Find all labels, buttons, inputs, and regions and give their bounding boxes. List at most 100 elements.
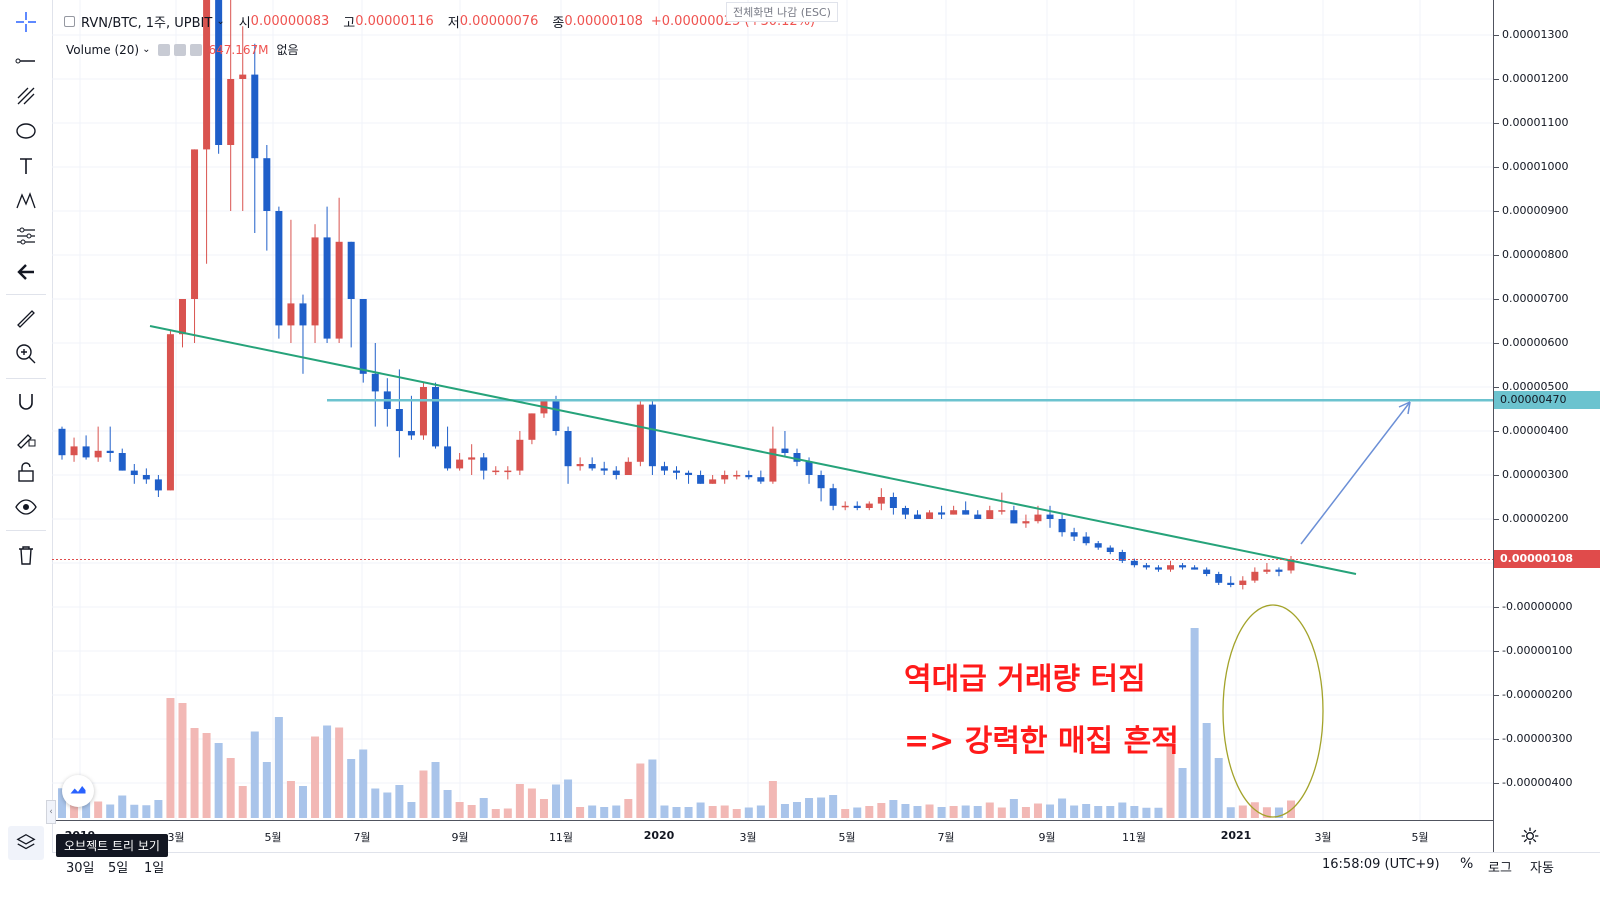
candle-body <box>1046 514 1054 519</box>
chevron-down-icon[interactable]: ⌄ <box>216 16 225 27</box>
candle-body <box>1034 514 1042 522</box>
magnet-icon[interactable] <box>10 388 42 416</box>
arrow-head <box>1398 401 1411 415</box>
candle-body <box>1010 510 1018 524</box>
volume-bar <box>925 804 934 818</box>
shape-icon[interactable] <box>10 117 42 145</box>
pattern-icon[interactable] <box>10 187 42 215</box>
ruler-icon[interactable] <box>10 305 42 333</box>
candle-body <box>1022 521 1030 524</box>
lock-icon[interactable] <box>10 458 42 486</box>
candle-body <box>986 510 994 519</box>
bottom-bar: 30일 5일 1일 16:58:09 (UTC+9) % 로그 자동 <box>52 852 1600 901</box>
volume-bar <box>1274 807 1283 818</box>
candle-body <box>926 512 934 519</box>
candle-body <box>516 439 524 471</box>
candle-body <box>166 334 174 491</box>
volume-bar <box>166 698 175 818</box>
volume-bar <box>250 731 259 818</box>
price-tick-label: 0.00001300 <box>1502 28 1569 41</box>
eye-icon[interactable] <box>10 493 42 521</box>
text-icon[interactable] <box>10 152 42 180</box>
time-tick-label: 2021 <box>1220 829 1252 842</box>
price-scale[interactable]: 0.00001300 0.00001200 0.00001100 0.00001000… <box>1493 0 1600 852</box>
zoom-in-icon[interactable] <box>10 340 42 368</box>
candle-body <box>865 503 873 508</box>
volume-bar <box>1082 804 1091 818</box>
lock-drawing-icon[interactable] <box>10 423 42 451</box>
fib-channel-icon[interactable] <box>10 82 42 110</box>
volume-bar <box>323 725 332 818</box>
candle-body <box>962 510 970 515</box>
volume-bar <box>262 762 271 818</box>
percent-toggle[interactable]: % <box>1460 856 1474 872</box>
candle-body <box>1239 580 1247 585</box>
time-tick-label: 5월 <box>264 831 282 844</box>
volume-bar <box>190 728 199 818</box>
symbol-label[interactable]: RVN/BTC, 1주, UPBIT <box>81 16 213 31</box>
volume-bar <box>744 807 753 818</box>
price-tick-mark <box>1494 739 1499 740</box>
volume-bar <box>226 758 235 818</box>
volume-bar <box>214 743 223 818</box>
collapse-toolbar-button[interactable]: ‹ <box>46 800 56 824</box>
back-arrow-icon[interactable] <box>10 258 42 286</box>
candle-body <box>58 428 66 456</box>
volume-ellipse <box>1222 604 1324 818</box>
range-30d[interactable]: 30일 <box>66 861 95 876</box>
volume-bar <box>1094 806 1103 818</box>
candle-body <box>528 413 536 440</box>
close-icon[interactable] <box>190 43 203 56</box>
volume-bar <box>311 736 320 818</box>
volume-bar <box>527 788 536 818</box>
eye-icon[interactable] <box>158 43 171 56</box>
crosshair-icon[interactable] <box>10 8 42 36</box>
volume-bar <box>1130 806 1139 818</box>
candle-body <box>636 404 644 462</box>
hline-price-label: 0.00000470 <box>1494 391 1600 410</box>
logo-icon[interactable] <box>62 775 94 807</box>
volume-bar <box>696 802 705 818</box>
volume-bar <box>1262 807 1271 818</box>
candle-body <box>1094 543 1102 548</box>
range-5d[interactable]: 5일 <box>108 861 129 876</box>
time-tick-label: 7월 <box>937 831 955 844</box>
log-toggle[interactable]: 로그 <box>1488 861 1512 876</box>
volume-bar <box>479 798 488 818</box>
candle-body <box>251 74 259 159</box>
prediction-icon[interactable] <box>10 222 42 250</box>
auto-toggle[interactable]: 자동 <box>1530 861 1554 876</box>
settings-icon[interactable] <box>174 43 187 56</box>
trend-line <box>149 325 1357 575</box>
gear-icon[interactable] <box>1520 826 1540 846</box>
volume-bar <box>1046 804 1055 818</box>
range-1d[interactable]: 1일 <box>144 861 165 876</box>
object-tree-button[interactable] <box>8 826 44 860</box>
clock[interactable]: 16:58:09 (UTC+9) <box>1322 857 1440 872</box>
price-tick-mark <box>1494 475 1499 476</box>
volume-bar <box>1166 743 1175 818</box>
price-tick-label: 0.00000200 <box>1502 512 1569 525</box>
volume-bar <box>395 785 404 818</box>
volume-label[interactable]: Volume (20) <box>66 42 140 57</box>
volume-bar <box>636 763 645 818</box>
fullscreen-exit-tip[interactable]: 전체화면 나감 (ESC) <box>726 2 838 22</box>
trash-icon[interactable] <box>10 541 42 569</box>
time-axis[interactable]: 20193월5월7월9월11월20203월5월7월9월11월20213월5월 <box>52 820 1493 853</box>
time-tick-label: 7월 <box>353 831 371 844</box>
chevron-down-icon[interactable]: ⌄ <box>142 44 151 55</box>
collapse-legend-icon[interactable] <box>64 16 75 27</box>
volume-bar <box>805 798 814 818</box>
candle-body <box>685 472 693 475</box>
candle-body <box>1106 547 1114 552</box>
candle-body <box>407 431 415 436</box>
volume-bar <box>889 800 898 818</box>
object-tree-tooltip: 오브젝트 트리 보기 <box>56 834 168 857</box>
candle-body <box>913 514 921 519</box>
volume-value: 647.167M <box>208 42 269 57</box>
trend-line-icon[interactable] <box>10 46 42 74</box>
candle-body <box>106 450 114 453</box>
chart-canvas[interactable] <box>0 0 1493 852</box>
volume-bar <box>1202 723 1211 818</box>
candle-body <box>877 497 885 504</box>
